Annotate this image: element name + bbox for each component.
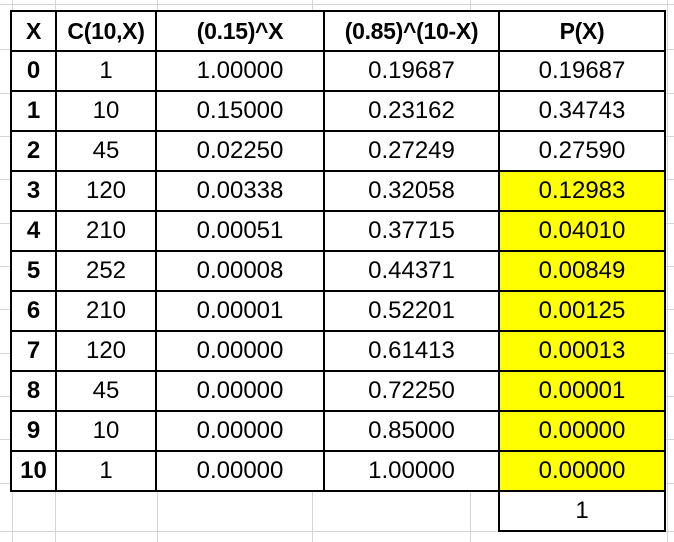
cell-px[interactable]: 0.00000	[500, 452, 666, 492]
cell-085-pow[interactable]: 1.00000	[325, 452, 500, 492]
cell-015-pow-x[interactable]: 0.00338	[157, 172, 325, 212]
cell-c10x[interactable]: 210	[57, 292, 157, 332]
cell-c10x[interactable]: 10	[57, 412, 157, 452]
cell-px[interactable]: 0.00001	[500, 372, 666, 412]
cell-px[interactable]: 0.00013	[500, 332, 666, 372]
cell-015-pow-x[interactable]: 0.00008	[157, 252, 325, 292]
cell-015-pow-x[interactable]: 1.00000	[157, 52, 325, 92]
cell-x[interactable]: 4	[12, 212, 57, 252]
cell-c10x[interactable]: 10	[57, 92, 157, 132]
cell-015-pow-x[interactable]: 0.00000	[157, 452, 325, 492]
cell-px[interactable]: 0.19687	[500, 52, 666, 92]
header-combinations[interactable]: C(10,X)	[57, 12, 157, 52]
cell-085-pow[interactable]: 0.72250	[325, 372, 500, 412]
cell-x[interactable]: 1	[12, 92, 57, 132]
cell-px[interactable]: 0.34743	[500, 92, 666, 132]
header-x[interactable]: X	[12, 12, 57, 52]
cell-px[interactable]: 0.12983	[500, 172, 666, 212]
cell-015-pow-x[interactable]: 0.00000	[157, 332, 325, 372]
sheet-gridline-h	[0, 531, 674, 532]
cell-015-pow-x[interactable]: 0.00000	[157, 372, 325, 412]
cell-085-pow[interactable]: 0.44371	[325, 252, 500, 292]
cell-c10x[interactable]: 252	[57, 252, 157, 292]
sheet-gridline-h	[0, 4, 674, 5]
cell-x[interactable]: 0	[12, 52, 57, 92]
cell-px[interactable]: 0.00849	[500, 252, 666, 292]
cell-c10x[interactable]: 120	[57, 332, 157, 372]
cell-085-pow[interactable]: 0.85000	[325, 412, 500, 452]
cell-015-pow-x[interactable]: 0.00001	[157, 292, 325, 332]
cell-px[interactable]: 0.04010	[500, 212, 666, 252]
cell-c10x[interactable]: 120	[57, 172, 157, 212]
cell-px[interactable]: 0.00000	[500, 412, 666, 452]
cell-x[interactable]: 3	[12, 172, 57, 212]
cell-c10x[interactable]: 210	[57, 212, 157, 252]
cell-px[interactable]: 0.00125	[500, 292, 666, 332]
cell-085-pow[interactable]: 0.23162	[325, 92, 500, 132]
cell-085-pow[interactable]: 0.27249	[325, 132, 500, 172]
header-p-failure[interactable]: (0.85)^(10-X)	[325, 12, 500, 52]
cell-c10x[interactable]: 1	[57, 452, 157, 492]
cell-085-pow[interactable]: 0.37715	[325, 212, 500, 252]
cell-085-pow[interactable]: 0.32058	[325, 172, 500, 212]
cell-015-pow-x[interactable]: 0.00000	[157, 412, 325, 452]
cell-c10x[interactable]: 45	[57, 132, 157, 172]
header-probability[interactable]: P(X)	[500, 12, 666, 52]
cell-x[interactable]: 2	[12, 132, 57, 172]
cell-x[interactable]: 10	[12, 452, 57, 492]
cell-015-pow-x[interactable]: 0.02250	[157, 132, 325, 172]
cell-c10x[interactable]: 1	[57, 52, 157, 92]
cell-015-pow-x[interactable]: 0.00051	[157, 212, 325, 252]
cell-x[interactable]: 9	[12, 412, 57, 452]
cell-px[interactable]: 0.27590	[500, 132, 666, 172]
cell-x[interactable]: 5	[12, 252, 57, 292]
sheet-gridline-v	[667, 0, 668, 542]
cell-x[interactable]: 6	[12, 292, 57, 332]
cell-c10x[interactable]: 45	[57, 372, 157, 412]
cell-x[interactable]: 7	[12, 332, 57, 372]
cell-085-pow[interactable]: 0.19687	[325, 52, 500, 92]
cell-x[interactable]: 8	[12, 372, 57, 412]
cell-015-pow-x[interactable]: 0.15000	[157, 92, 325, 132]
cell-085-pow[interactable]: 0.52201	[325, 292, 500, 332]
header-p-success[interactable]: (0.15)^X	[157, 12, 325, 52]
cell-085-pow[interactable]: 0.61413	[325, 332, 500, 372]
total-probability-cell[interactable]: 1	[498, 490, 666, 532]
